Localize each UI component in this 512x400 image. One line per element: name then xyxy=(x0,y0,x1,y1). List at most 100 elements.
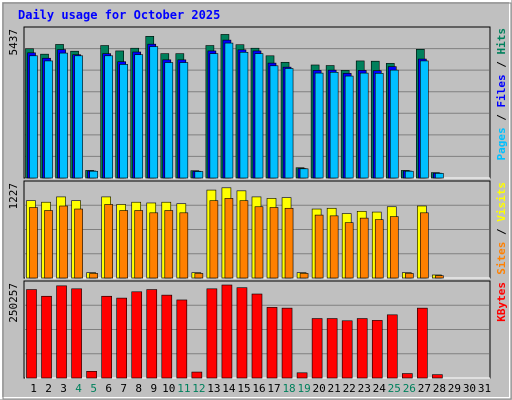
bar-sites-day-24 xyxy=(374,219,384,279)
kbytes-panel: 250257 KBytes xyxy=(7,280,508,379)
bar-sites-day-16 xyxy=(254,206,264,279)
x-tick-label: 8 xyxy=(135,382,142,395)
bar-kbytes-day-18 xyxy=(281,307,293,379)
legend-separator: / xyxy=(495,55,508,75)
x-tick-label: 15 xyxy=(237,382,250,395)
bar-pages-day-12 xyxy=(194,171,204,179)
bar-pages-day-15 xyxy=(239,51,249,179)
bar-sites-day-11 xyxy=(179,212,189,279)
legend-item-hits: Hits xyxy=(495,28,508,55)
bar-sites-day-7 xyxy=(119,210,128,279)
bar-kbytes-day-9 xyxy=(146,289,158,379)
bar-sites-day-26 xyxy=(405,273,414,279)
legend-item-pages: Pages xyxy=(495,127,508,160)
bar-kbytes-day-11 xyxy=(176,299,188,379)
bar-pages-day-20 xyxy=(314,72,324,179)
bar-kbytes-day-3 xyxy=(56,285,67,379)
bar-pages-day-9 xyxy=(149,46,159,179)
bar-sites-day-10 xyxy=(164,210,174,279)
y-max-label: 1227 xyxy=(7,183,20,210)
hits-files-pages-panel: 5437 Pages / Files / Hits xyxy=(7,26,508,179)
legend-item-visits: Visits xyxy=(495,182,508,222)
x-tick-label: 18 xyxy=(282,382,295,395)
bar-sites-day-3 xyxy=(59,205,68,279)
y-max-label: 250257 xyxy=(7,283,20,323)
bar-kbytes-day-8 xyxy=(131,291,143,379)
bar-sites-day-5 xyxy=(89,273,98,279)
bar-pages-day-23 xyxy=(359,72,369,179)
x-axis-labels: 1 2 3 4 5 6 7 8 9 10 11 12 13 14 15 16 17 18 19 20 21 22 23 24 2… xyxy=(30,382,491,395)
bar-kbytes-day-17 xyxy=(266,307,278,379)
bar-kbytes-day-4 xyxy=(71,288,82,379)
x-tick-label: 6 xyxy=(105,382,112,395)
bar-kbytes-day-21 xyxy=(326,318,338,379)
x-tick-label: 7 xyxy=(120,382,127,395)
x-tick-label: 14 xyxy=(222,382,236,395)
bar-sites-day-9 xyxy=(149,212,159,279)
bar-sites-day-19 xyxy=(299,273,309,279)
x-tick-label: 22 xyxy=(343,382,356,395)
x-tick-label: 2 xyxy=(45,382,52,395)
bar-pages-day-3 xyxy=(59,52,68,179)
bar-sites-day-2 xyxy=(44,210,53,279)
bar-kbytes-day-13 xyxy=(206,288,218,379)
bar-kbytes-day-7 xyxy=(116,297,127,379)
x-tick-label: 28 xyxy=(433,382,446,395)
bar-kbytes-day-10 xyxy=(161,294,173,379)
x-tick-label: 27 xyxy=(418,382,431,395)
x-tick-label: 31 xyxy=(478,382,491,395)
sites-visits-panel: 1227 Sites / Visits xyxy=(7,180,508,279)
bar-kbytes-day-26 xyxy=(402,373,413,379)
bar-pages-day-18 xyxy=(284,68,294,179)
bar-kbytes-day-14 xyxy=(221,284,233,379)
bar-pages-day-26 xyxy=(405,170,414,179)
bar-sites-day-14 xyxy=(224,198,234,279)
chart-panels: 5437 Pages / Files / Hits 1227 Sites / Visi… xyxy=(7,26,508,379)
legend: KBytes xyxy=(495,282,508,322)
x-tick-label: 16 xyxy=(252,382,265,395)
bar-sites-day-18 xyxy=(284,207,294,279)
bar-sites-day-20 xyxy=(314,214,324,279)
bar-sites-day-15 xyxy=(239,200,249,279)
x-tick-label: 17 xyxy=(267,382,280,395)
bar-sites-day-13 xyxy=(209,200,219,279)
bar-kbytes-day-20 xyxy=(311,318,323,379)
bar-sites-day-22 xyxy=(344,222,354,279)
x-tick-label: 19 xyxy=(297,382,310,395)
bar-pages-day-27 xyxy=(420,60,429,179)
bar-pages-day-21 xyxy=(329,71,339,179)
bar-kbytes-day-16 xyxy=(251,293,263,379)
bar-pages-day-1 xyxy=(29,55,38,179)
bar-kbytes-day-12 xyxy=(191,371,203,379)
bar-pages-day-4 xyxy=(74,55,83,179)
bar-sites-day-27 xyxy=(420,212,429,279)
bar-kbytes-day-28 xyxy=(432,374,443,379)
legend: Pages / Files / Hits xyxy=(495,28,508,161)
bar-pages-day-28 xyxy=(435,173,444,179)
bar-sites-day-21 xyxy=(329,215,339,279)
x-tick-label: 25 xyxy=(388,382,401,395)
bar-kbytes-day-2 xyxy=(41,295,52,379)
x-tick-label: 13 xyxy=(207,382,220,395)
legend-separator: / xyxy=(495,222,508,242)
legend-item-sites: Sites xyxy=(495,242,508,275)
x-tick-label: 26 xyxy=(403,382,416,395)
bar-pages-day-24 xyxy=(374,73,384,179)
bar-kbytes-day-19 xyxy=(296,372,308,379)
legend-item-files: Files xyxy=(495,74,508,107)
legend-item-kbytes: KBytes xyxy=(495,282,508,322)
bar-pages-day-8 xyxy=(134,54,144,179)
bar-sites-day-28 xyxy=(435,275,444,279)
bar-pages-day-16 xyxy=(254,53,264,179)
x-tick-label: 21 xyxy=(328,382,341,395)
bar-sites-day-12 xyxy=(194,273,204,279)
bar-kbytes-day-24 xyxy=(371,320,383,379)
bar-kbytes-day-6 xyxy=(101,295,112,379)
bar-kbytes-day-25 xyxy=(386,314,398,379)
bar-pages-day-11 xyxy=(179,62,189,179)
bar-kbytes-day-5 xyxy=(86,371,97,379)
